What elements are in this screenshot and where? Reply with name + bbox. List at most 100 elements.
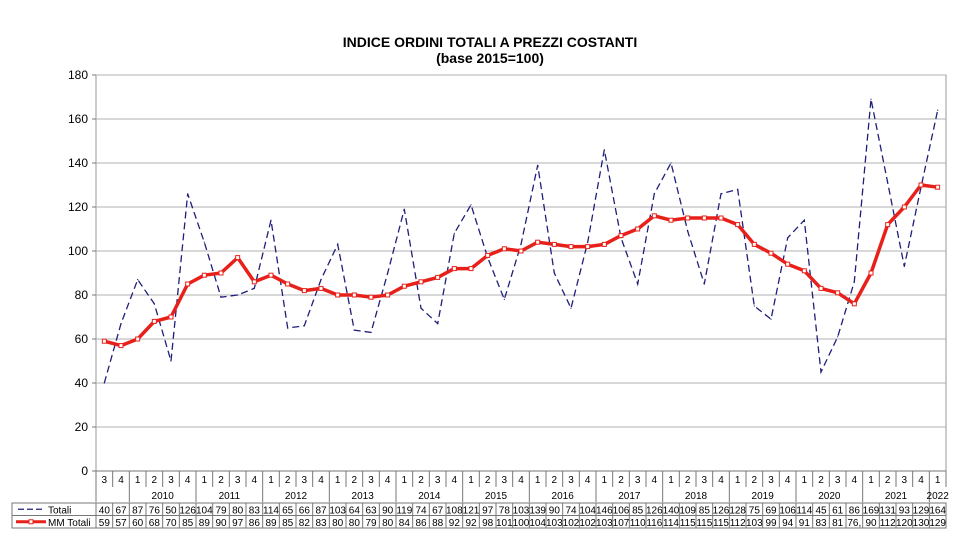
table-cell-value: 92 — [465, 518, 477, 529]
table-cell-value: 75 — [749, 505, 761, 516]
year-label: 2019 — [752, 491, 775, 502]
table-cell-value: 120 — [896, 518, 913, 529]
data-point-totali — [687, 230, 689, 232]
table-cell-value: 102 — [579, 518, 596, 529]
table-cell-value: 76 — [149, 505, 161, 516]
year-label: 2015 — [485, 491, 508, 502]
table-cell-value: 86 — [249, 518, 261, 529]
quarter-label: 4 — [518, 475, 524, 486]
data-point-mm-totali — [418, 279, 424, 285]
quarter-label: 4 — [185, 475, 191, 486]
data-point-mm-totali — [635, 226, 641, 232]
data-point-totali — [220, 296, 222, 298]
table-cell-value: 140 — [663, 505, 680, 516]
table-cell-value: 103 — [546, 518, 563, 529]
quarter-label: 1 — [535, 475, 541, 486]
data-point-totali — [470, 204, 472, 206]
data-point-mm-totali — [701, 215, 707, 221]
quarter-label: 3 — [902, 475, 908, 486]
data-point-totali — [503, 298, 505, 300]
table-cell-value: 70 — [165, 518, 177, 529]
table-cell-value: 115 — [696, 518, 712, 529]
quarter-label: 2 — [218, 475, 224, 486]
quarter-label: 4 — [385, 475, 391, 486]
data-point-mm-totali — [135, 336, 141, 342]
year-label: 2012 — [285, 491, 308, 502]
table-cell-value: 86 — [415, 518, 427, 529]
data-point-mm-totali — [568, 244, 574, 250]
table-cell-value: 90 — [865, 518, 877, 529]
table-cell-value: 103 — [329, 505, 346, 516]
y-tick-label: 20 — [75, 420, 89, 434]
table-cell-value: 86 — [849, 505, 861, 516]
data-point-mm-totali — [435, 274, 441, 280]
data-point-mm-totali — [468, 266, 474, 272]
quarter-label: 3 — [235, 475, 241, 486]
table-cell-value: 85 — [182, 518, 194, 529]
data-point-totali — [387, 272, 389, 274]
table-cell-value: 112 — [880, 518, 896, 529]
data-point-totali — [587, 241, 589, 243]
data-point-totali — [137, 279, 139, 281]
table-cell-value: 128 — [729, 505, 746, 516]
table-cell-value: 108 — [446, 505, 463, 516]
table-cell-value: 110 — [630, 518, 646, 529]
quarter-label: 2 — [418, 475, 424, 486]
data-point-mm-totali — [735, 222, 741, 228]
data-point-totali — [420, 307, 422, 309]
table-cell-value: 115 — [713, 518, 729, 529]
data-point-totali — [570, 307, 572, 309]
table-cell-value: 80 — [332, 518, 344, 529]
data-point-totali — [403, 208, 405, 210]
table-cell-value: 57 — [115, 518, 127, 529]
data-point-totali — [670, 162, 672, 164]
data-point-mm-totali — [868, 270, 874, 276]
table-cell-value: 61 — [832, 505, 844, 516]
data-point-mm-totali — [718, 215, 724, 221]
table-cell-value: 114 — [263, 505, 279, 516]
data-point-mm-totali — [668, 217, 674, 223]
quarter-label: 4 — [252, 475, 258, 486]
table-cell-value: 74 — [565, 505, 577, 516]
table-cell-value: 129 — [929, 518, 946, 529]
quarter-label: 4 — [718, 475, 724, 486]
data-point-mm-totali — [301, 288, 307, 294]
data-point-totali — [120, 323, 122, 325]
data-point-mm-totali — [285, 281, 291, 287]
table-cell-value: 80 — [349, 518, 361, 529]
y-tick-label: 160 — [68, 112, 88, 126]
data-point-mm-totali — [518, 248, 524, 254]
data-point-mm-totali — [851, 301, 857, 307]
table-cell-value: 93 — [899, 505, 911, 516]
data-point-mm-totali — [385, 292, 391, 298]
table-cell-value: 126 — [713, 505, 730, 516]
table-cell-value: 103 — [746, 518, 763, 529]
chart-title: INDICE ORDINI TOTALI A PREZZI COSTANTI — [342, 34, 638, 50]
data-point-mm-totali — [501, 246, 507, 252]
legend-key-marker — [28, 519, 34, 525]
data-point-totali — [853, 281, 855, 283]
table-cell-value: 116 — [646, 518, 662, 529]
table-cell-value: 109 — [679, 505, 696, 516]
data-point-totali — [937, 109, 939, 111]
data-point-mm-totali — [201, 272, 207, 278]
data-point-mm-totali — [801, 268, 807, 274]
table-cell-value: 69 — [765, 505, 777, 516]
data-point-totali — [303, 325, 305, 327]
data-point-mm-totali — [168, 314, 174, 320]
data-point-mm-totali — [601, 241, 607, 247]
table-cell-value: 81 — [832, 518, 844, 529]
table-cell-value: 92 — [449, 518, 461, 529]
quarter-label: 4 — [918, 475, 924, 486]
data-point-totali — [453, 232, 455, 234]
table-cell-value: 85 — [282, 518, 294, 529]
y-tick-label: 60 — [75, 332, 89, 346]
table-cell-value: 89 — [199, 518, 211, 529]
quarter-label: 2 — [552, 475, 558, 486]
data-point-mm-totali — [118, 343, 124, 349]
table-cell-value: 112 — [730, 518, 746, 529]
data-point-mm-totali — [935, 184, 941, 190]
data-point-totali — [837, 336, 839, 338]
y-tick-label: 140 — [68, 156, 88, 170]
data-point-totali — [170, 360, 172, 362]
